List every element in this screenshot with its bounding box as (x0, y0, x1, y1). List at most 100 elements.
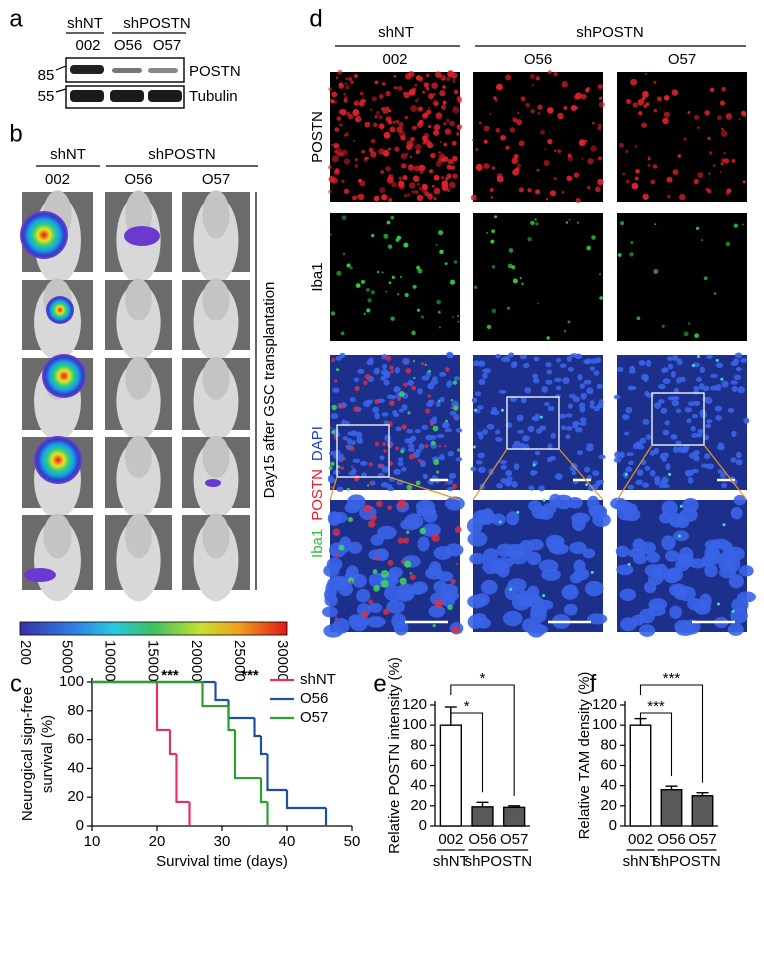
nucleus (516, 414, 524, 422)
nucleus (671, 399, 680, 407)
stain (416, 308, 421, 312)
nucleus (538, 485, 545, 492)
stain (373, 585, 380, 592)
nucleus (693, 454, 700, 462)
mouse-head (125, 513, 152, 559)
stain (493, 96, 497, 100)
nucleus (546, 369, 553, 375)
zoom-box (336, 424, 390, 478)
stain (423, 112, 429, 118)
nucleus (478, 378, 486, 386)
nucleus (625, 466, 633, 472)
nucleus (482, 368, 489, 373)
stain (599, 96, 603, 100)
mouse-head (202, 513, 230, 559)
zoom-line (616, 444, 653, 501)
stain (530, 220, 535, 226)
nucleus (351, 468, 357, 475)
stain (356, 195, 359, 198)
nucleus (679, 507, 698, 523)
y-axis-title: survival (%) (39, 715, 56, 793)
stain (635, 168, 640, 174)
stain (330, 461, 335, 467)
nucleus (623, 507, 641, 522)
stain (452, 173, 458, 179)
stain (599, 296, 604, 300)
significance: *** (663, 670, 681, 687)
nucleus (327, 511, 341, 526)
nucleus (347, 431, 355, 436)
stain (361, 611, 369, 618)
nucleus (676, 586, 696, 602)
stain (634, 145, 638, 148)
panel-letter: a (9, 5, 23, 32)
nucleus (503, 610, 523, 627)
nucleus (544, 402, 550, 407)
nucleus (533, 356, 540, 362)
stain (597, 178, 604, 186)
nucleus (569, 572, 583, 584)
y-tick-label: 20 (600, 797, 617, 814)
nucleus (564, 584, 578, 595)
stain (662, 117, 669, 125)
bar (691, 795, 714, 827)
stain (354, 477, 359, 482)
nucleus (628, 460, 634, 466)
stain (457, 320, 460, 323)
label: shPOSTN (576, 24, 644, 41)
stain (330, 311, 336, 316)
stain (335, 168, 340, 172)
nucleus (335, 356, 342, 361)
stain (416, 265, 421, 270)
nucleus (677, 446, 684, 453)
stain (453, 260, 458, 264)
stain (442, 100, 447, 105)
stain (534, 218, 537, 221)
panel-letter: c (10, 670, 22, 697)
stain (704, 110, 710, 116)
y-tick-label: 100 (59, 673, 84, 690)
stain (427, 93, 434, 100)
nucleus (584, 466, 591, 473)
stain (386, 220, 391, 225)
stain (456, 96, 462, 102)
stain (473, 285, 478, 289)
micrograph (473, 72, 603, 202)
nucleus (512, 361, 518, 368)
row-label-word: DAPI (309, 426, 326, 461)
stain (483, 162, 490, 170)
nucleus (739, 565, 754, 577)
nucleus (480, 579, 498, 595)
stain (373, 195, 380, 202)
bioluminescence (205, 479, 221, 487)
stain (376, 111, 381, 115)
nucleus (676, 377, 682, 384)
stain (405, 368, 412, 374)
stain (496, 173, 503, 179)
stain (345, 444, 349, 448)
stain (709, 151, 713, 155)
stain (678, 193, 686, 201)
nucleus (407, 379, 415, 386)
nucleus (733, 374, 742, 381)
label: 85 (38, 67, 55, 84)
nucleus (377, 525, 397, 540)
stain (352, 139, 356, 143)
stain (391, 275, 396, 279)
stain (416, 97, 419, 100)
stain (590, 145, 597, 152)
stain (489, 113, 492, 116)
stain (545, 198, 549, 201)
stain (371, 234, 375, 238)
stain (349, 266, 353, 270)
nucleus (476, 617, 491, 629)
panel-letter: d (309, 5, 322, 32)
y-tick-label: 100 (592, 716, 617, 733)
stain (349, 446, 355, 452)
nucleus (526, 551, 542, 566)
nucleus (661, 476, 669, 484)
nucleus (352, 458, 361, 464)
nucleus (432, 376, 438, 382)
nucleus (448, 472, 457, 480)
stain (353, 101, 358, 106)
